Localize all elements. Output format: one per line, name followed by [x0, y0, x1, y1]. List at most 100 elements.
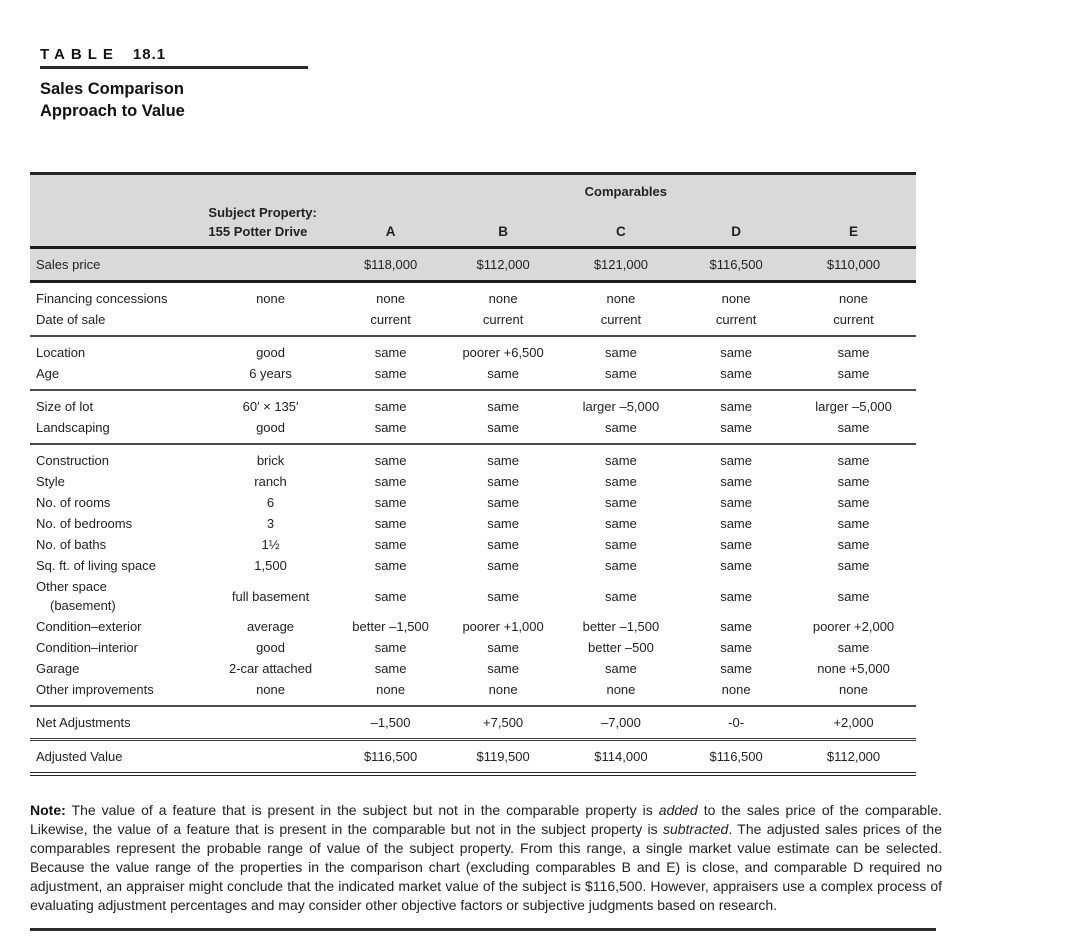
table-row: Age 6 years same same same same same: [30, 363, 916, 390]
table-tag-number: 18.1: [132, 46, 167, 63]
comparable-value: same: [605, 516, 637, 531]
subject-property-header-line1: Subject Property:: [208, 205, 317, 220]
comparable-value: same: [837, 495, 870, 510]
row-label: Condition–interior: [36, 640, 138, 655]
table-row: Date of sale current current current current…: [30, 309, 916, 336]
comparable-value: current: [600, 312, 642, 327]
comparable-value: same: [374, 420, 407, 435]
comparable-value: current: [482, 312, 524, 327]
comparable-value: better –1,500: [352, 619, 429, 634]
table-row: Financing concessions none none none none non…: [30, 282, 916, 310]
row-label: Style: [36, 474, 65, 489]
comparable-value: same: [837, 420, 870, 435]
table-row: Condition–interior good same same better –50…: [30, 637, 916, 658]
note-label: Note:: [30, 802, 66, 818]
comparable-value: same: [605, 366, 637, 381]
comparable-value: same: [374, 453, 407, 468]
comparable-value: same: [720, 399, 752, 414]
comparable-value: same: [605, 558, 637, 573]
comparable-value: same: [720, 558, 752, 573]
table-row: No. of rooms 6 same same same same same: [30, 492, 916, 513]
comparable-value: same: [487, 453, 519, 468]
subject-value: [205, 247, 336, 282]
comparable-value: $116,500: [709, 749, 763, 764]
subject-value: 6: [266, 495, 275, 510]
sales-comparison-table: Comparables Subject Property: 155 Potter…: [30, 172, 916, 776]
comparable-value: same: [487, 537, 519, 552]
subject-value: good: [256, 345, 285, 360]
comparables-header-row: Comparables: [30, 173, 916, 202]
table-row: Construction brick same same same same same: [30, 444, 916, 471]
comparable-value: same: [720, 516, 752, 531]
comparable-value: same: [837, 640, 870, 655]
comparable-value: $118,000: [335, 247, 446, 282]
row-label: Sales price: [30, 247, 206, 282]
comparable-value: same: [374, 640, 407, 655]
comparable-value: larger –5,000: [582, 399, 660, 414]
row-label: No. of bedrooms: [36, 516, 133, 531]
comparable-value: $121,000: [560, 247, 682, 282]
comparable-value: none: [721, 291, 751, 306]
comparable-value: $116,500: [681, 247, 792, 282]
table-row: Garage 2-car attached same same same same none…: [30, 658, 916, 679]
comparable-value: same: [720, 537, 752, 552]
comparable-value: -0-: [728, 715, 745, 730]
comparable-value: same: [487, 661, 519, 676]
comparable-value: same: [487, 399, 519, 414]
comparable-value: better –1,500: [582, 619, 660, 634]
subject-value: good: [256, 640, 285, 655]
comparable-value: $110,000: [791, 247, 916, 282]
row-label: Construction: [36, 453, 109, 468]
subject-value: good: [256, 420, 285, 435]
comparable-value: none: [839, 291, 868, 306]
comparable-value: larger –5,000: [815, 399, 892, 414]
comparable-value: none: [606, 291, 636, 306]
comparable-value: same: [720, 588, 752, 604]
note-italic-word: added: [658, 802, 698, 818]
comparable-value: same: [487, 495, 519, 510]
comparable-value: same: [374, 495, 407, 510]
comparable-value: same: [837, 558, 870, 573]
comparable-value: same: [487, 366, 519, 381]
note: Note: The value of a feature that is pre…: [30, 801, 942, 915]
comparable-value: none: [606, 682, 636, 697]
column-header-e: E: [791, 202, 916, 248]
comparable-value: same: [837, 588, 870, 604]
row-label: Garage: [36, 661, 80, 676]
note-segment: The value of a feature that is present i…: [65, 802, 659, 818]
row-label: Size of lot: [36, 399, 94, 414]
table-row: Other improvements none none none none none no…: [30, 679, 916, 706]
row-label: Adjusted Value: [36, 749, 123, 764]
subject-value: ranch: [254, 474, 287, 489]
comparable-value: $112,000: [826, 749, 881, 764]
table-tag-label: TABLE: [40, 46, 119, 63]
table-row: Landscaping good same same same same same: [30, 417, 916, 444]
row-group: Construction brick same same same same same Sty…: [30, 444, 916, 706]
comparable-value: same: [374, 558, 407, 573]
note-italic-word: subtracted: [662, 821, 729, 837]
column-header-b: B: [445, 202, 561, 248]
comparable-value: none: [376, 682, 406, 697]
note-text: The value of a feature that is present i…: [30, 802, 942, 913]
comparable-value: same: [837, 366, 870, 381]
comparable-value: none: [376, 291, 406, 306]
comparable-value: same: [720, 495, 752, 510]
subject-value: [205, 740, 335, 775]
row-label: Location: [36, 345, 86, 360]
table-row: Location good same poorer +6,500 same same sam…: [30, 336, 916, 363]
note-segment: to the sales price of the comparable. Li…: [30, 802, 942, 837]
row-label: No. of rooms: [36, 495, 111, 510]
column-header-row: Subject Property: 155 Potter Drive A B C…: [30, 202, 916, 248]
column-header-c: C: [560, 202, 682, 248]
comparable-value: same: [605, 537, 637, 552]
row-label: Financing concessions: [36, 291, 168, 306]
table-row: Condition–exterior average better –1,500 po…: [30, 616, 916, 637]
subject-value: [205, 706, 335, 740]
comparable-value: same: [374, 345, 407, 360]
comparable-value: same: [605, 495, 637, 510]
comparable-value: same: [374, 661, 407, 676]
comparable-value: same: [605, 474, 637, 489]
comparable-value: same: [837, 537, 870, 552]
comparable-value: same: [605, 420, 637, 435]
comparable-value: –1,500: [370, 715, 411, 730]
